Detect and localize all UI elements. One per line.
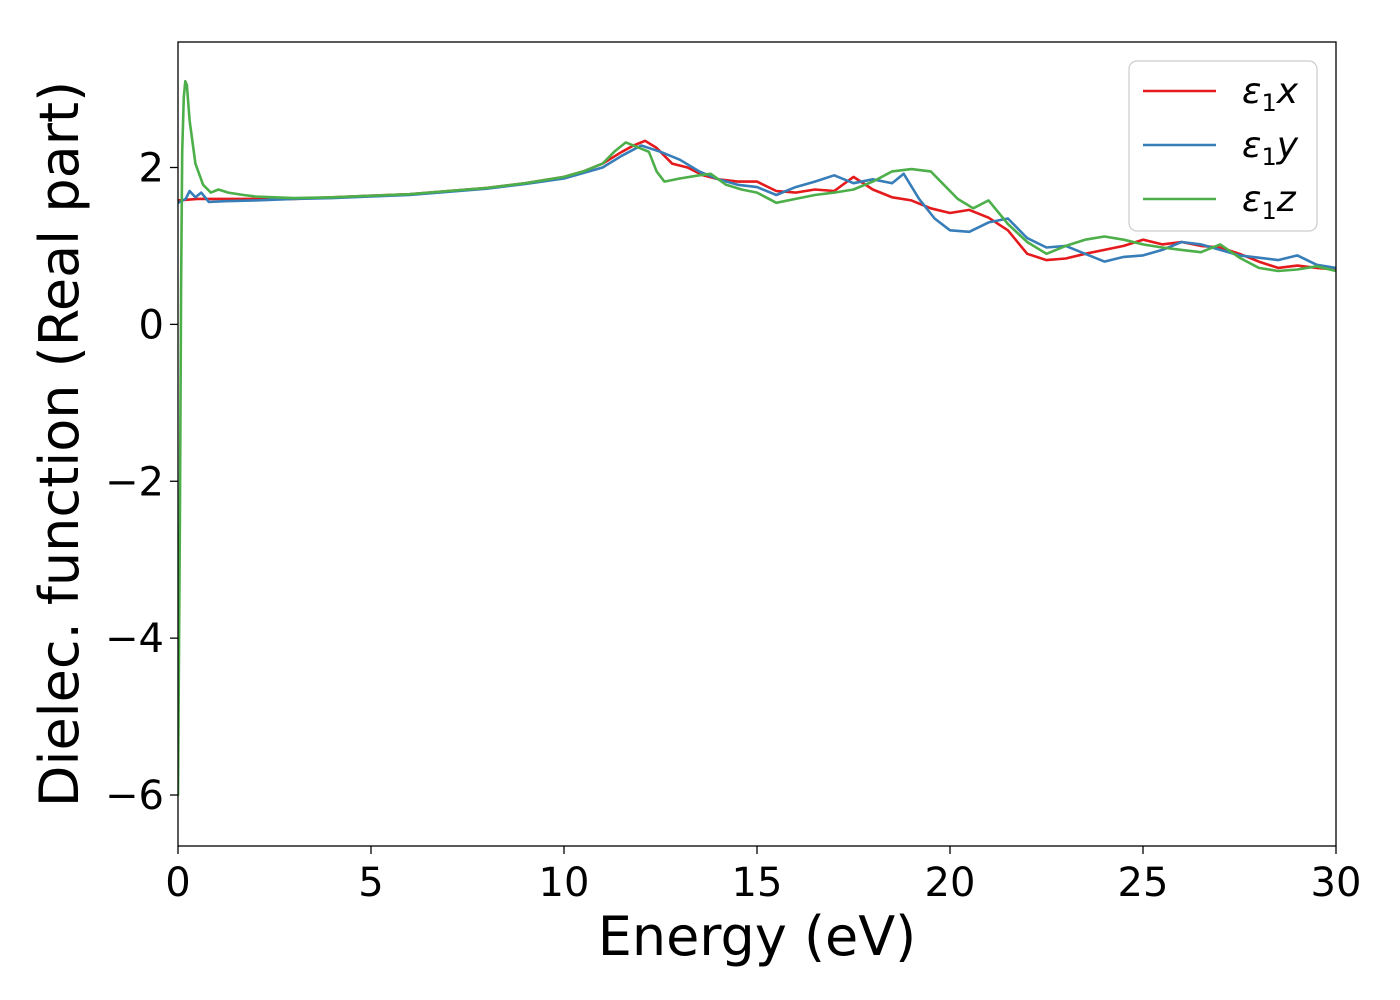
legend: ε1x ε1y ε1z [1128,60,1318,232]
legend-label-y: ε1y [1242,125,1299,171]
x-tick-label: 5 [358,860,383,906]
y-axis-ticks: −6 −4 −2 0 2 [105,146,178,819]
series-layer [178,79,1336,797]
legend-label-z: ε1z [1242,179,1297,225]
legend-label-x: ε1x [1242,71,1299,117]
x-axis-label: Energy (eV) [598,905,917,968]
x-tick-label: 25 [1118,860,1169,906]
x-tick-label: 30 [1311,860,1362,906]
x-axis-ticks: 0 5 10 15 20 25 30 [165,846,1361,906]
series-line-z [178,79,1336,797]
y-tick-label: 2 [139,146,164,192]
y-tick-label: 0 [139,302,164,348]
y-tick-label: −6 [105,773,164,819]
x-tick-label: 15 [732,860,783,906]
y-axis-label: Dielec. function (Real part) [28,81,91,807]
x-tick-label: 10 [539,860,590,906]
x-tick-label: 20 [925,860,976,906]
x-tick-label: 0 [165,860,190,906]
legend-box [1128,60,1318,232]
y-tick-label: −4 [105,616,164,662]
y-tick-label: −2 [105,459,164,505]
